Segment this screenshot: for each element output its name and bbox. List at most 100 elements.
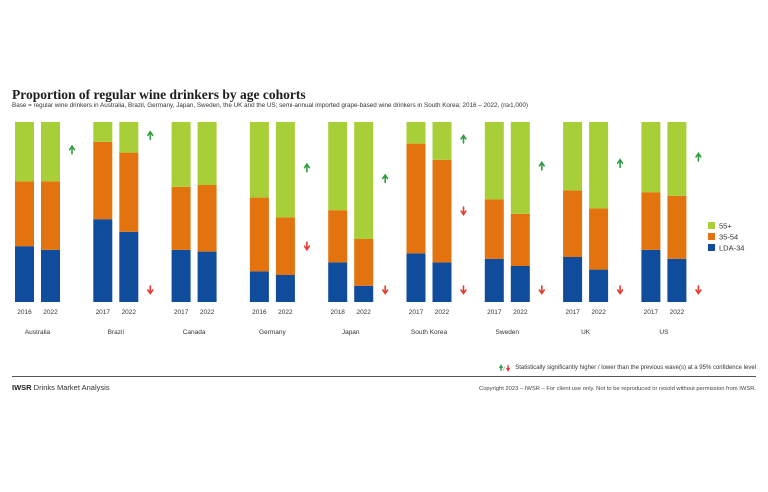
year-label-uk-2017: 2017: [565, 309, 580, 316]
up-down-arrows-icon: /: [499, 364, 511, 372]
significance-arrow-brazil-lda-34-down: [147, 285, 154, 295]
bar-segment-us-2017-lda-34: [641, 249, 661, 302]
copyright-notice: Copyright 2023 – IWSR – For client use o…: [479, 386, 756, 392]
bar-segment-uk-2022-lda-34: [589, 269, 609, 302]
bar-segment-japan-2018-35-54: [328, 210, 348, 263]
bar-segment-germany-2016-35-54: [249, 197, 269, 272]
brand-name: IWSR: [12, 383, 32, 392]
significance-arrow-uk-55--up: [616, 158, 624, 168]
bar-segment-brazil-2017-lda-34: [93, 219, 113, 302]
year-label-japan-2022: 2022: [356, 309, 371, 316]
bar-segment-canada-2017-lda-34: [171, 249, 191, 302]
bar-segment-australia-2016-35-54: [15, 181, 34, 247]
significance-arrow-germany-35-54-down: [303, 241, 311, 252]
bar-segment-japan-2022-lda-34: [354, 285, 374, 302]
bar-segment-brazil-2017-55-: [93, 122, 113, 142]
country-label-us: US: [659, 329, 669, 336]
bar-segment-uk-2017-55-: [563, 122, 583, 191]
bar-segment-south-korea-2017-lda-34: [406, 253, 426, 302]
year-label-south-korea-2022: 2022: [435, 309, 450, 316]
legend-label-35-54: 35-54: [719, 233, 738, 242]
year-label-us-2022: 2022: [670, 309, 685, 316]
bar-segment-sweden-2017-35-54: [484, 199, 504, 259]
legend-swatch-lda-34: [708, 244, 715, 251]
bar-segment-sweden-2017-lda-34: [484, 258, 504, 302]
bar-segment-australia-2022-55-: [41, 122, 60, 182]
year-label-uk-2022: 2022: [591, 309, 606, 316]
bar-segment-canada-2022-lda-34: [197, 251, 217, 302]
year-label-germany-2016: 2016: [252, 309, 267, 316]
bar-segment-germany-2016-lda-34: [249, 271, 269, 302]
country-label-australia: Australia: [25, 329, 51, 336]
bar-segment-australia-2022-35-54: [41, 181, 60, 250]
chart-title: Proportion of regular wine drinkers by a…: [12, 87, 306, 102]
brand-logo: IWSR Drinks Market Analysis: [12, 383, 110, 392]
bar-segment-canada-2017-55-: [171, 122, 191, 187]
bar-segment-us-2017-55-: [641, 122, 661, 193]
bar-segment-uk-2022-55-: [589, 122, 609, 209]
bar-segment-sweden-2022-lda-34: [510, 266, 530, 302]
bar-segment-germany-2022-55-: [275, 122, 295, 218]
country-label-south-korea: South Korea: [411, 329, 448, 336]
bar-segment-sweden-2017-55-: [484, 122, 504, 200]
significance-arrow-brazil-55--up: [147, 130, 154, 141]
year-label-canada-2022: 2022: [200, 309, 215, 316]
year-label-sweden-2017: 2017: [487, 309, 502, 316]
significance-arrow-south-korea-35-54-down: [460, 206, 467, 217]
significance-note: / Statistically significantly higher / l…: [499, 364, 756, 372]
bar-segment-japan-2018-lda-34: [328, 262, 348, 302]
bar-segment-south-korea-2022-55-: [432, 122, 452, 160]
bar-segment-us-2022-55-: [667, 122, 687, 196]
bar-segment-us-2022-35-54: [667, 195, 687, 259]
bar-segment-canada-2017-35-54: [171, 186, 191, 250]
significance-arrow-japan-lda-34-down: [382, 285, 389, 295]
year-label-australia-2016: 2016: [17, 309, 32, 316]
significance-arrow-south-korea-55--up: [460, 133, 467, 144]
significance-arrow-australia-55--up: [68, 144, 76, 155]
country-label-brazil: Brazil: [108, 329, 125, 336]
bar-segment-uk-2022-35-54: [589, 208, 609, 270]
bar-segment-south-korea-2022-35-54: [432, 159, 452, 263]
significance-arrow-sweden-lda-34-down: [538, 285, 545, 295]
country-label-germany: Germany: [259, 329, 286, 336]
bar-segment-brazil-2022-55-: [119, 122, 139, 153]
significance-arrow-sweden-55--up: [538, 160, 545, 171]
legend-swatch-55-: [708, 222, 715, 229]
bar-segment-germany-2022-35-54: [275, 217, 295, 275]
legend-label-lda-34: LDA-34: [719, 244, 744, 253]
bar-segment-australia-2022-lda-34: [41, 249, 60, 302]
bar-segment-australia-2016-lda-34: [15, 246, 34, 302]
significance-arrow-germany-55--up: [303, 162, 311, 173]
legend-swatch-35-54: [708, 233, 715, 240]
bar-segment-uk-2017-35-54: [563, 190, 583, 257]
brand-tagline: Drinks Market Analysis: [31, 383, 110, 392]
chart-subtitle: Base = regular wine drinkers in Australi…: [12, 102, 528, 109]
bar-segment-us-2017-35-54: [641, 192, 661, 250]
bar-segment-germany-2016-55-: [249, 122, 269, 198]
bar-segment-canada-2022-35-54: [197, 185, 217, 252]
bar-segment-australia-2016-55-: [15, 122, 34, 182]
footer-divider: [12, 376, 756, 377]
stacked-bar-chart: 2016 2022 Australia 2017 2022 Brazil 2017 2022 C…: [15, 122, 744, 336]
year-label-japan-2018: 2018: [330, 309, 345, 316]
significance-arrow-japan-55--up: [382, 173, 389, 184]
year-label-us-2017: 2017: [644, 309, 659, 316]
bar-segment-uk-2017-lda-34: [563, 257, 583, 302]
year-label-australia-2022: 2022: [43, 309, 58, 316]
legend-label-55-: 55+: [719, 222, 732, 231]
country-label-sweden: Sweden: [496, 329, 520, 336]
bar-segment-south-korea-2022-lda-34: [432, 262, 452, 302]
bar-segment-south-korea-2017-55-: [406, 122, 426, 144]
year-label-brazil-2017: 2017: [96, 309, 111, 316]
bar-segment-sweden-2022-55-: [510, 122, 530, 214]
bar-segment-japan-2022-55-: [354, 122, 374, 239]
significance-arrow-south-korea-lda-34-down: [460, 285, 467, 295]
year-label-canada-2017: 2017: [174, 309, 189, 316]
significance-note-text: Statistically significantly higher / low…: [515, 365, 756, 371]
bar-segment-canada-2022-55-: [197, 122, 217, 185]
bar-segment-japan-2022-35-54: [354, 239, 374, 286]
country-label-uk: UK: [581, 329, 591, 336]
significance-arrow-us-lda-34-down: [695, 285, 702, 295]
significance-arrow-uk-lda-34-down: [616, 285, 624, 295]
bar-segment-sweden-2022-35-54: [510, 213, 530, 266]
